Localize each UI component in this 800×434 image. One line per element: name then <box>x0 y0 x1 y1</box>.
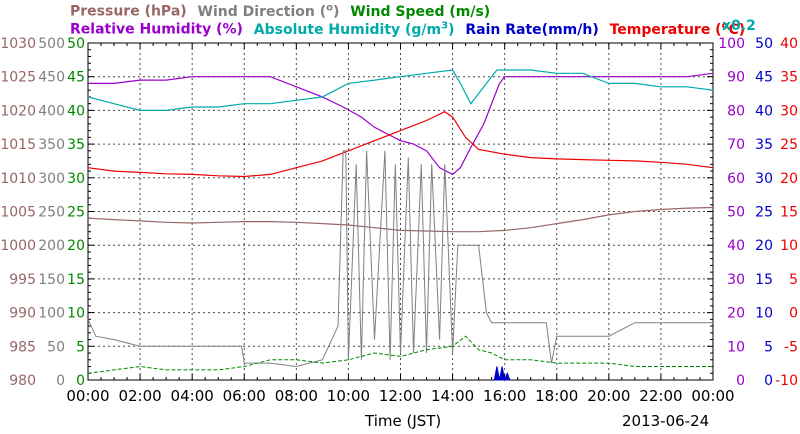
legend-rain-rate: Rain Rate(mm/h) <box>465 21 599 38</box>
wind-speed-tick-label: 50 <box>67 36 85 52</box>
humidity-tick-label: 70 <box>727 137 745 153</box>
temperature-tick-label: 25 <box>780 137 798 153</box>
temperature-tick-label: 0 <box>789 306 798 322</box>
rain-tick-label: 15 <box>755 272 773 288</box>
pressure-tick-label: 1030 <box>0 36 36 52</box>
pressure-tick-label: 990 <box>9 306 36 322</box>
temperature-tick-label: 15 <box>780 205 798 221</box>
rain-tick-label: 0 <box>764 373 773 389</box>
temperature-tick-label: -5 <box>784 339 798 355</box>
wind-direction-tick-label: 100 <box>38 306 65 322</box>
legend-absolute-humidity: Absolute Humidity (g/m3) <box>253 20 455 38</box>
series-rel-hum-absolute-line <box>87 69 714 112</box>
legend-pressure: Pressure (hPa) <box>70 3 187 20</box>
rain-tick-label: 50 <box>755 36 773 52</box>
pressure-tick-label: 980 <box>9 373 36 389</box>
series-rain-area <box>493 366 511 382</box>
x-tick-label: 12:00 <box>379 387 422 405</box>
humidity-tick-label: 20 <box>727 306 745 322</box>
wind-direction-tick-label: 400 <box>38 103 65 119</box>
wind-direction-tick-label: 200 <box>38 238 65 254</box>
wind-speed-tick-label: 20 <box>67 238 85 254</box>
legend-wind-direction: Wind Direction (o) <box>197 2 340 20</box>
date-label: 2013-06-24 <box>622 412 710 430</box>
rain-tick-label: 20 <box>755 238 773 254</box>
x-tick-label: 16:00 <box>483 387 526 405</box>
x-tick-label: 14:00 <box>431 387 474 405</box>
wind-speed-tick-label: 30 <box>67 171 85 187</box>
series-pressure-line <box>87 206 714 233</box>
humidity-tick-label: 0 <box>736 373 745 389</box>
x-tick-label: 04:00 <box>171 387 214 405</box>
wind-speed-tick-label: 40 <box>67 103 85 119</box>
legend-row-1: Pressure (hPa) Wind Direction (o) Wind S… <box>70 2 490 20</box>
wind-speed-tick-label: 5 <box>76 339 85 355</box>
humidity-tick-label: 50 <box>727 205 745 221</box>
wind-direction-tick-label: 250 <box>38 205 65 221</box>
x-tick-label: 10:00 <box>327 387 370 405</box>
legend-wind-speed: Wind Speed (m/s) <box>350 3 491 20</box>
pressure-tick-label: 1020 <box>0 103 36 119</box>
rain-tick-label: 5 <box>764 339 773 355</box>
series-wind-dir-line <box>87 150 713 368</box>
temperature-tick-label: 40 <box>780 36 798 52</box>
legend-row-2: Relative Humidity (%) Absolute Humidity … <box>70 20 745 38</box>
x-tick-label: 00:00 <box>691 387 734 405</box>
wind-speed-tick-label: 35 <box>67 137 85 153</box>
x-tick-label: 02:00 <box>118 387 161 405</box>
humidity-tick-label: 90 <box>727 70 745 86</box>
x-tick-label: 06:00 <box>223 387 266 405</box>
temperature-tick-label: 35 <box>780 70 798 86</box>
pressure-tick-label: 1015 <box>0 137 36 153</box>
rain-tick-label: 30 <box>755 171 773 187</box>
rain-tick-label: 45 <box>755 70 773 86</box>
wind-speed-tick-label: 25 <box>67 205 85 221</box>
legend-relative-humidity: Relative Humidity (%) <box>70 21 243 38</box>
rain-tick-label: 35 <box>755 137 773 153</box>
temperature-tick-label: 30 <box>780 103 798 119</box>
humidity-tick-label: 80 <box>727 103 745 119</box>
legend-x02: x0.2 <box>722 18 756 34</box>
wind-direction-tick-label: 350 <box>38 137 65 153</box>
wind-speed-tick-label: 15 <box>67 272 85 288</box>
wind-direction-tick-label: 500 <box>38 36 65 52</box>
series-rel-hum-line <box>88 72 714 176</box>
humidity-tick-label: 40 <box>727 238 745 254</box>
temperature-tick-label: 10 <box>780 238 798 254</box>
pressure-tick-label: 1010 <box>0 171 36 187</box>
temperature-tick-label: 20 <box>780 171 798 187</box>
x-tick-label: 20:00 <box>587 387 630 405</box>
humidity-tick-label: 100 <box>718 36 745 52</box>
wind-speed-tick-label: 10 <box>67 306 85 322</box>
pressure-tick-label: 1000 <box>0 238 36 254</box>
pressure-tick-label: 985 <box>9 339 36 355</box>
wind-speed-tick-label: 45 <box>67 70 85 86</box>
x-tick-label: 18:00 <box>535 387 578 405</box>
rain-tick-label: 40 <box>755 103 773 119</box>
pressure-tick-label: 995 <box>9 272 36 288</box>
wind-speed-tick-label: 0 <box>76 373 85 389</box>
humidity-tick-label: 60 <box>727 171 745 187</box>
x-tick-label: 08:00 <box>275 387 318 405</box>
pressure-tick-label: 1025 <box>0 70 36 86</box>
wind-direction-tick-label: 50 <box>47 339 65 355</box>
rain-tick-label: 10 <box>755 306 773 322</box>
rain-tick-label: 25 <box>755 205 773 221</box>
pressure-tick-label: 1005 <box>0 205 36 221</box>
series-temp-line <box>87 111 714 178</box>
wind-direction-tick-label: 450 <box>38 70 65 86</box>
legend-temperature: Temperature (oC) <box>609 20 746 38</box>
temperature-tick-label: -10 <box>775 373 798 389</box>
series-wind-speed-line <box>87 335 713 374</box>
wind-direction-tick-label: 150 <box>38 272 65 288</box>
wind-direction-tick-label: 0 <box>56 373 65 389</box>
humidity-tick-label: 30 <box>727 272 745 288</box>
x-axis-label: Time (JST) <box>365 412 442 430</box>
humidity-tick-label: 10 <box>727 339 745 355</box>
wind-direction-tick-label: 300 <box>38 171 65 187</box>
x-tick-label: 22:00 <box>639 387 682 405</box>
temperature-tick-label: 5 <box>789 272 798 288</box>
x-tick-label: 00:00 <box>66 387 109 405</box>
